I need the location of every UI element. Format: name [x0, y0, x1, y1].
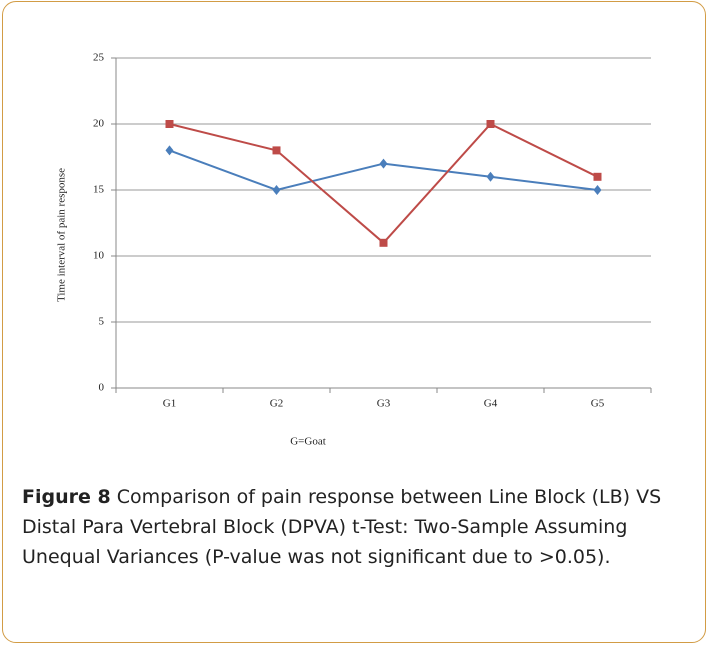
y-tick-label: 5	[99, 316, 105, 328]
marker	[486, 120, 495, 128]
marker	[379, 158, 388, 169]
marker	[593, 185, 602, 195]
x-tick-label: G4	[484, 398, 498, 410]
marker	[272, 185, 281, 195]
caption-text: Comparison of pain response between Line…	[22, 486, 662, 568]
y-tick-label: 20	[93, 118, 105, 130]
marker	[486, 171, 495, 182]
x-tick-label: G5	[591, 398, 605, 410]
x-axis-label: G=Goat	[290, 436, 326, 448]
marker	[165, 145, 174, 156]
y-axis-label: Time interval of pain response	[56, 168, 68, 302]
x-tick-label: G2	[270, 398, 283, 410]
marker	[272, 146, 281, 155]
marker	[165, 120, 174, 128]
caption: Figure 8 Comparison of pain response bet…	[22, 482, 694, 572]
series-line	[169, 149, 598, 192]
y-tick-label: 15	[93, 184, 105, 196]
marker	[593, 172, 602, 181]
caption-label: Figure 8	[22, 486, 111, 508]
x-tick-label: G3	[377, 398, 391, 410]
marker	[379, 238, 388, 247]
x-tick-label: G1	[163, 398, 176, 410]
y-tick-label: 0	[99, 382, 105, 394]
y-tick-label: 25	[93, 52, 105, 64]
series-line	[169, 122, 598, 245]
chart: Time interval of pain response G=Goat 0 5…	[56, 52, 652, 448]
y-tick-label: 10	[93, 250, 105, 262]
figure-frame	[2, 1, 706, 643]
